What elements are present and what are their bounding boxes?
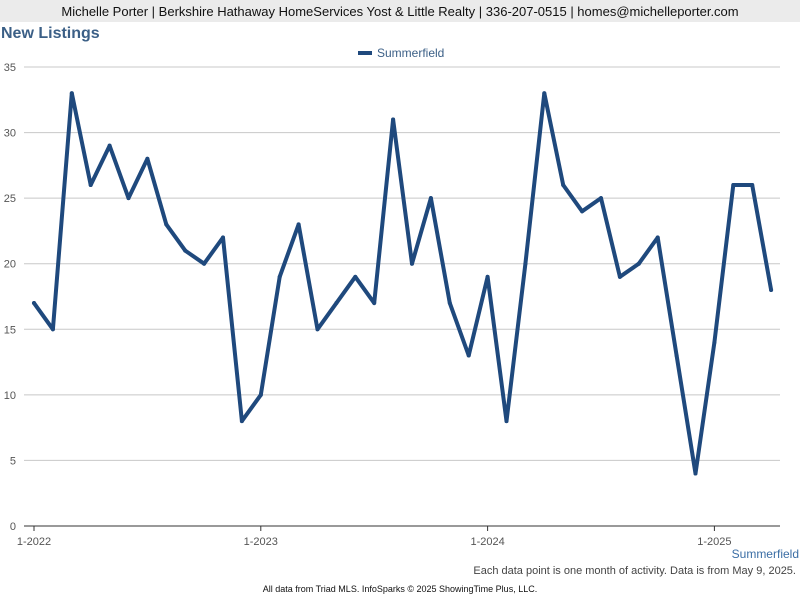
y-tick-label: 20 [4, 259, 16, 271]
data-point [372, 301, 377, 306]
data-point [712, 340, 717, 345]
y-tick-label: 30 [4, 128, 16, 140]
data-point [88, 183, 93, 188]
data-point [221, 235, 225, 240]
data-point [617, 274, 622, 279]
y-tick-label: 0 [10, 521, 16, 533]
data-point [164, 222, 169, 227]
series-corner-label: Summerfield [731, 547, 799, 561]
data-point [466, 353, 471, 358]
data-point [599, 196, 603, 201]
x-tick-label: 1-2022 [17, 536, 51, 548]
data-point [32, 301, 36, 306]
data-point [126, 196, 131, 201]
data-point [693, 471, 698, 476]
data-point [504, 419, 509, 424]
data-point [296, 222, 301, 227]
data-point [580, 209, 585, 214]
data-point [145, 156, 150, 161]
data-point [485, 274, 490, 279]
data-note: Each data point is one month of activity… [473, 565, 796, 577]
header-contact-bar: Michelle Porter | Berkshire Hathaway Hom… [0, 0, 800, 22]
series-line-summerfield [32, 91, 774, 476]
y-tick-label: 5 [10, 455, 16, 467]
header-contact-text: Michelle Porter | Berkshire Hathaway Hom… [61, 3, 739, 19]
legend-swatch [358, 51, 372, 55]
data-point [542, 91, 547, 96]
x-tick-label: 1-2023 [244, 536, 278, 548]
data-point [239, 419, 244, 424]
data-point [183, 248, 188, 253]
chart-legend[interactable]: Summerfield [358, 46, 444, 60]
data-point [107, 143, 112, 148]
data-point [69, 91, 74, 96]
data-point [277, 274, 282, 279]
legend-label: Summerfield [377, 46, 445, 60]
data-point [50, 327, 55, 332]
data-point [202, 261, 207, 266]
data-point [750, 183, 755, 188]
data-point [428, 196, 433, 201]
data-point [353, 274, 358, 279]
data-point [258, 392, 263, 397]
y-tick-label: 25 [4, 193, 16, 205]
y-tick-label: 10 [4, 390, 16, 402]
y-tick-label: 15 [4, 324, 16, 336]
data-point [731, 183, 736, 188]
data-point [561, 183, 566, 188]
data-point [655, 235, 660, 240]
data-point [447, 301, 452, 306]
data-point [523, 261, 528, 266]
y-tick-label: 35 [4, 62, 16, 74]
data-point [769, 287, 774, 292]
x-tick-label: 1-2024 [470, 536, 504, 548]
data-point [334, 301, 339, 306]
source-credit: All data from Triad MLS. InfoSparks © 20… [262, 584, 538, 594]
data-point [391, 117, 396, 122]
data-point [410, 261, 414, 266]
data-point [315, 327, 320, 332]
x-tick-label: 1-2025 [697, 536, 731, 548]
data-point [674, 353, 679, 358]
data-point [636, 261, 641, 266]
chart-title: New Listings [1, 25, 100, 42]
